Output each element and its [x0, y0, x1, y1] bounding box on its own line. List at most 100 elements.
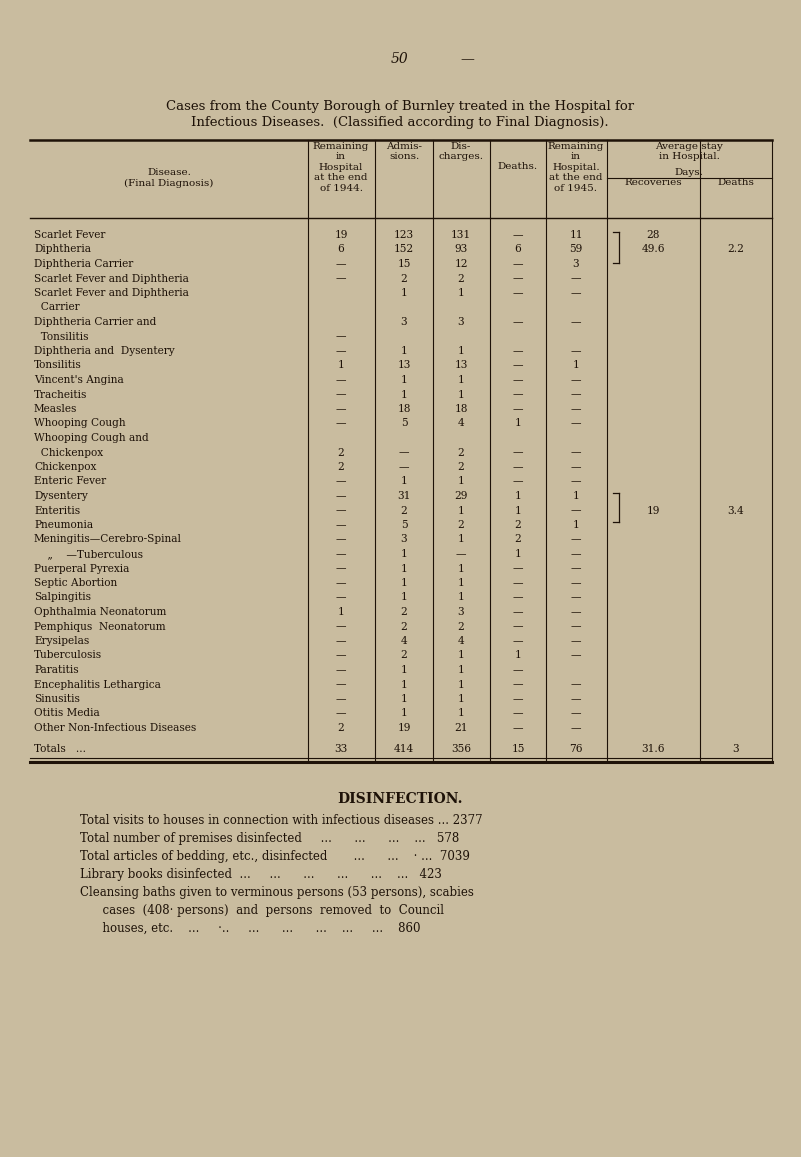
- Text: 15: 15: [511, 744, 525, 753]
- Text: Vincent's Angina: Vincent's Angina: [34, 375, 123, 385]
- Text: —: —: [571, 317, 582, 327]
- Text: —: —: [513, 723, 523, 734]
- Text: —: —: [336, 519, 346, 530]
- Text: Pneumonia: Pneumonia: [34, 519, 93, 530]
- Text: 1: 1: [514, 550, 521, 559]
- Text: —: —: [513, 679, 523, 690]
- Text: —: —: [336, 665, 346, 675]
- Text: —: —: [513, 390, 523, 399]
- Text: cases  (408· persons)  and  persons  removed  to  Council: cases (408· persons) and persons removed…: [80, 904, 444, 918]
- Text: Puerperal Pyrexia: Puerperal Pyrexia: [34, 563, 130, 574]
- Text: 1: 1: [514, 491, 521, 501]
- Text: Other Non-Infectious Diseases: Other Non-Infectious Diseases: [34, 723, 196, 734]
- Text: 1: 1: [400, 665, 408, 675]
- Text: 3: 3: [400, 317, 408, 327]
- Text: 1: 1: [457, 592, 465, 603]
- Text: 1: 1: [400, 592, 408, 603]
- Text: —: —: [336, 419, 346, 428]
- Text: 19: 19: [397, 723, 411, 734]
- Text: —: —: [571, 563, 582, 574]
- Text: 4: 4: [457, 636, 465, 646]
- Text: —: —: [571, 390, 582, 399]
- Text: —: —: [336, 592, 346, 603]
- Text: —: —: [336, 404, 346, 414]
- Text: —: —: [513, 592, 523, 603]
- Text: —: —: [336, 578, 346, 588]
- Text: Chickenpox: Chickenpox: [34, 448, 103, 457]
- Text: 131: 131: [451, 230, 471, 239]
- Text: Scarlet Fever and Diphtheria: Scarlet Fever and Diphtheria: [34, 288, 189, 299]
- Text: 1: 1: [457, 346, 465, 356]
- Text: —: —: [571, 694, 582, 703]
- Text: Deaths: Deaths: [718, 178, 755, 187]
- Text: Enteric Fever: Enteric Fever: [34, 477, 106, 486]
- Text: —: —: [571, 506, 582, 516]
- Text: Deaths.: Deaths.: [498, 162, 538, 171]
- Text: Ophthalmia Neonatorum: Ophthalmia Neonatorum: [34, 607, 167, 617]
- Text: Remaining
in
Hospital
at the end
of 1944.: Remaining in Hospital at the end of 1944…: [313, 142, 369, 192]
- Text: —: —: [571, 636, 582, 646]
- Text: Scarlet Fever: Scarlet Fever: [34, 230, 106, 239]
- Text: Tracheitis: Tracheitis: [34, 390, 87, 399]
- Text: Remaining
in
Hospital.
at the end
of 1945.: Remaining in Hospital. at the end of 194…: [548, 142, 604, 192]
- Text: Days.: Days.: [674, 168, 703, 177]
- Text: —: —: [571, 419, 582, 428]
- Text: Totals   ...: Totals ...: [34, 744, 86, 753]
- Text: —: —: [571, 592, 582, 603]
- Text: 3: 3: [573, 259, 579, 268]
- Text: Paratitis: Paratitis: [34, 665, 78, 675]
- Text: Total visits to houses in connection with infectious diseases ... 2377: Total visits to houses in connection wit…: [80, 815, 483, 827]
- Text: 33: 33: [334, 744, 348, 753]
- Text: —: —: [571, 273, 582, 283]
- Text: Infectious Diseases.  (Classified according to Final Diagnosis).: Infectious Diseases. (Classified accordi…: [191, 116, 609, 128]
- Text: 1: 1: [573, 519, 579, 530]
- Text: 1: 1: [457, 679, 465, 690]
- Text: 3: 3: [400, 535, 408, 545]
- Text: —: —: [571, 550, 582, 559]
- Text: —: —: [336, 506, 346, 516]
- Text: 13: 13: [454, 361, 468, 370]
- Text: 4: 4: [457, 419, 465, 428]
- Text: 18: 18: [454, 404, 468, 414]
- Text: Enteritis: Enteritis: [34, 506, 80, 516]
- Text: —: —: [571, 375, 582, 385]
- Text: 18: 18: [397, 404, 411, 414]
- Text: Pemphiqus  Neonatorum: Pemphiqus Neonatorum: [34, 621, 166, 632]
- Text: 1: 1: [400, 563, 408, 574]
- Text: 1: 1: [457, 708, 465, 718]
- Text: —: —: [513, 448, 523, 457]
- Text: 3: 3: [733, 744, 739, 753]
- Text: —: —: [571, 477, 582, 486]
- Text: Admis-
sions.: Admis- sions.: [386, 142, 422, 161]
- Text: 2: 2: [400, 273, 408, 283]
- Text: 28: 28: [646, 230, 660, 239]
- Text: Average stay
in Hospital.: Average stay in Hospital.: [655, 142, 723, 161]
- Text: —: —: [399, 462, 409, 472]
- Text: —: —: [399, 448, 409, 457]
- Text: —: —: [513, 621, 523, 632]
- Text: —: —: [571, 650, 582, 661]
- Text: 2: 2: [457, 448, 465, 457]
- Text: 2: 2: [457, 621, 465, 632]
- Text: 1: 1: [400, 375, 408, 385]
- Text: —: —: [513, 375, 523, 385]
- Text: Encephalitis Lethargica: Encephalitis Lethargica: [34, 679, 161, 690]
- Text: 2: 2: [514, 519, 521, 530]
- Text: —: —: [336, 390, 346, 399]
- Text: 2: 2: [338, 462, 344, 472]
- Text: Meningitis—Cerebro-Spinal: Meningitis—Cerebro-Spinal: [34, 535, 182, 545]
- Text: 1: 1: [514, 506, 521, 516]
- Text: 2: 2: [514, 535, 521, 545]
- Text: 76: 76: [570, 744, 583, 753]
- Text: 31.6: 31.6: [642, 744, 665, 753]
- Text: —: —: [460, 52, 474, 66]
- Text: 21: 21: [454, 723, 468, 734]
- Text: Diphtheria Carrier: Diphtheria Carrier: [34, 259, 133, 268]
- Text: Scarlet Fever and Diphtheria: Scarlet Fever and Diphtheria: [34, 273, 189, 283]
- Text: 1: 1: [400, 288, 408, 299]
- Text: 1: 1: [457, 506, 465, 516]
- Text: 123: 123: [394, 230, 414, 239]
- Text: Cases from the County Borough of Burnley treated in the Hospital for: Cases from the County Borough of Burnley…: [166, 100, 634, 113]
- Text: 1: 1: [573, 491, 579, 501]
- Text: —: —: [513, 317, 523, 327]
